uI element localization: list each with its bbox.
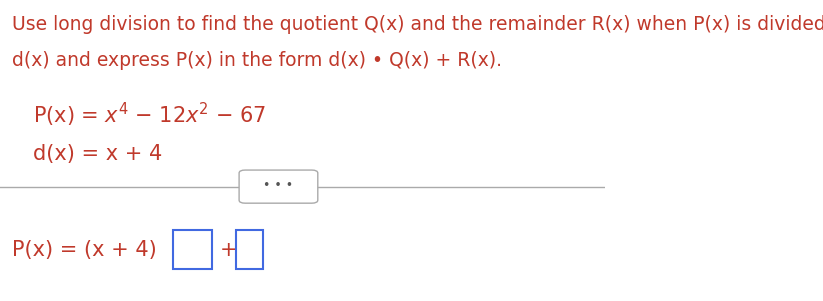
FancyBboxPatch shape: [173, 230, 212, 269]
FancyBboxPatch shape: [236, 230, 263, 269]
Text: P(x) = $x^4$ $-$ 12$x^2$ $-$ 67: P(x) = $x^4$ $-$ 12$x^2$ $-$ 67: [33, 101, 267, 129]
Text: Use long division to find the quotient Q(x) and the remainder R(x) when P(x) is : Use long division to find the quotient Q…: [12, 15, 823, 34]
Text: d(x) = x + 4: d(x) = x + 4: [33, 144, 163, 164]
Text: • • •: • • •: [263, 178, 294, 192]
Text: d(x) and express P(x) in the form d(x) • Q(x) + R(x).: d(x) and express P(x) in the form d(x) •…: [12, 51, 502, 70]
Text: P(x) = (x + 4): P(x) = (x + 4): [12, 240, 157, 260]
Text: +: +: [220, 240, 237, 260]
FancyBboxPatch shape: [239, 170, 318, 203]
